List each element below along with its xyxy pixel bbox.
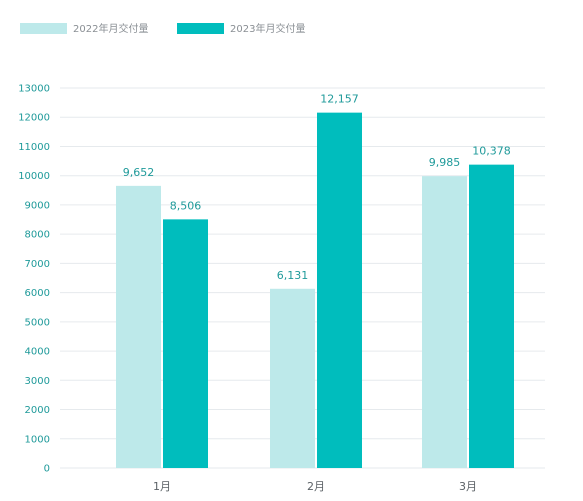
y-axis: 0 1000 2000 3000 4000 5000 6000 7000 8000 9000 100… [18,84,50,475]
x-tick-label: 3月 [459,480,477,493]
bar-1-1 [116,185,161,468]
y-tick-label: 2000 [25,405,50,416]
x-tick-label: 1月 [153,480,171,493]
y-tick-label: 3000 [25,376,50,387]
bar-2-3 [469,164,514,469]
y-tick-label: 12000 [18,113,50,124]
x-tick-label: 2月 [307,480,325,493]
y-tick-label: 6000 [25,288,50,299]
y-tick-label: 7000 [25,259,50,270]
bars [116,112,514,469]
legend-label-2: 2023年月交付量 [230,22,305,35]
y-tick-label: 4000 [25,347,50,358]
bar-1-2 [270,288,315,468]
y-tick-label: 1000 [25,434,50,445]
y-tick-label: 8000 [25,230,50,241]
data-label: 8,506 [170,199,202,212]
data-label: 9,652 [123,166,155,179]
y-tick-label: 0 [44,464,50,475]
y-tick-label: 10000 [18,171,50,182]
legend-swatch-2 [177,23,224,34]
data-labels: 9,652 8,506 6,131 12,157 9,985 10,378 [123,93,511,282]
bar-2-2 [317,112,362,468]
data-label: 6,131 [277,269,309,282]
legend-swatch-1 [20,23,67,34]
y-tick-label: 13000 [18,84,50,95]
y-tick-label: 5000 [25,317,50,328]
bar-2-1 [163,219,208,468]
legend-label-1: 2022年月交付量 [73,22,148,35]
data-label: 9,985 [429,156,461,169]
bar-1-3 [422,176,467,468]
data-label: 12,157 [320,93,359,106]
y-tick-label: 11000 [18,142,50,153]
data-label: 10,378 [472,145,511,158]
legend: 2022年月交付量 2023年月交付量 [20,22,305,35]
y-tick-label: 9000 [25,200,50,211]
